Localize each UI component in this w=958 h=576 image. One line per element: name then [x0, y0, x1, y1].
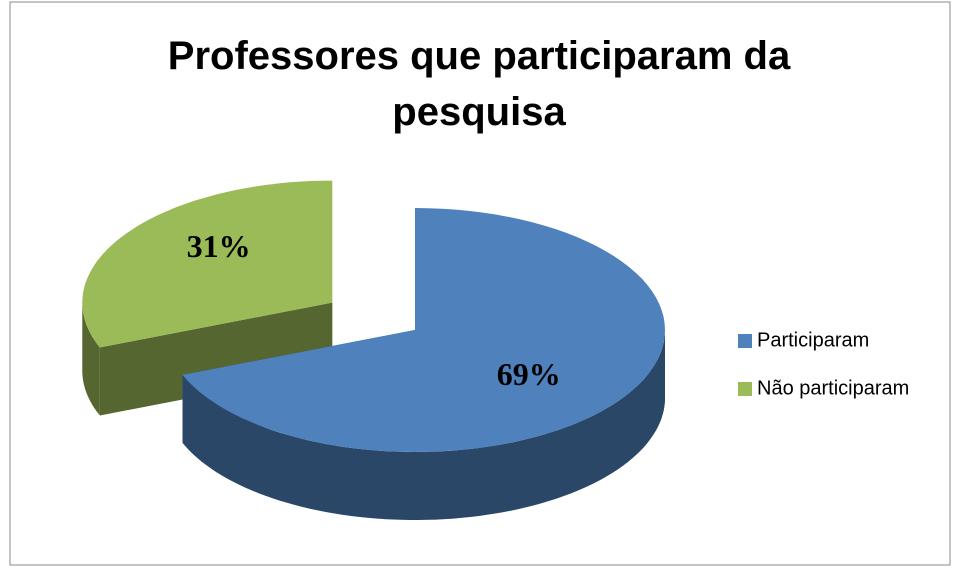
data-label: 31% — [187, 228, 251, 264]
data-label: 69% — [497, 356, 561, 392]
legend-label: Não participaram — [757, 377, 909, 399]
legend-label: Participaram — [757, 329, 869, 351]
slice-group — [182, 208, 665, 520]
slice-side-shade — [99, 302, 333, 416]
slice-side-shade — [182, 330, 665, 520]
slice-side — [182, 330, 665, 520]
slice-side — [99, 302, 333, 416]
slice-side-shade — [82, 302, 100, 416]
slice-group — [82, 180, 333, 416]
legend-swatch — [738, 334, 752, 348]
slice — [182, 208, 665, 452]
slice — [82, 180, 333, 348]
slice-side — [82, 302, 100, 416]
chart-title: Professores que participaram da pesquisa — [167, 34, 791, 134]
legend-swatch — [738, 382, 752, 396]
